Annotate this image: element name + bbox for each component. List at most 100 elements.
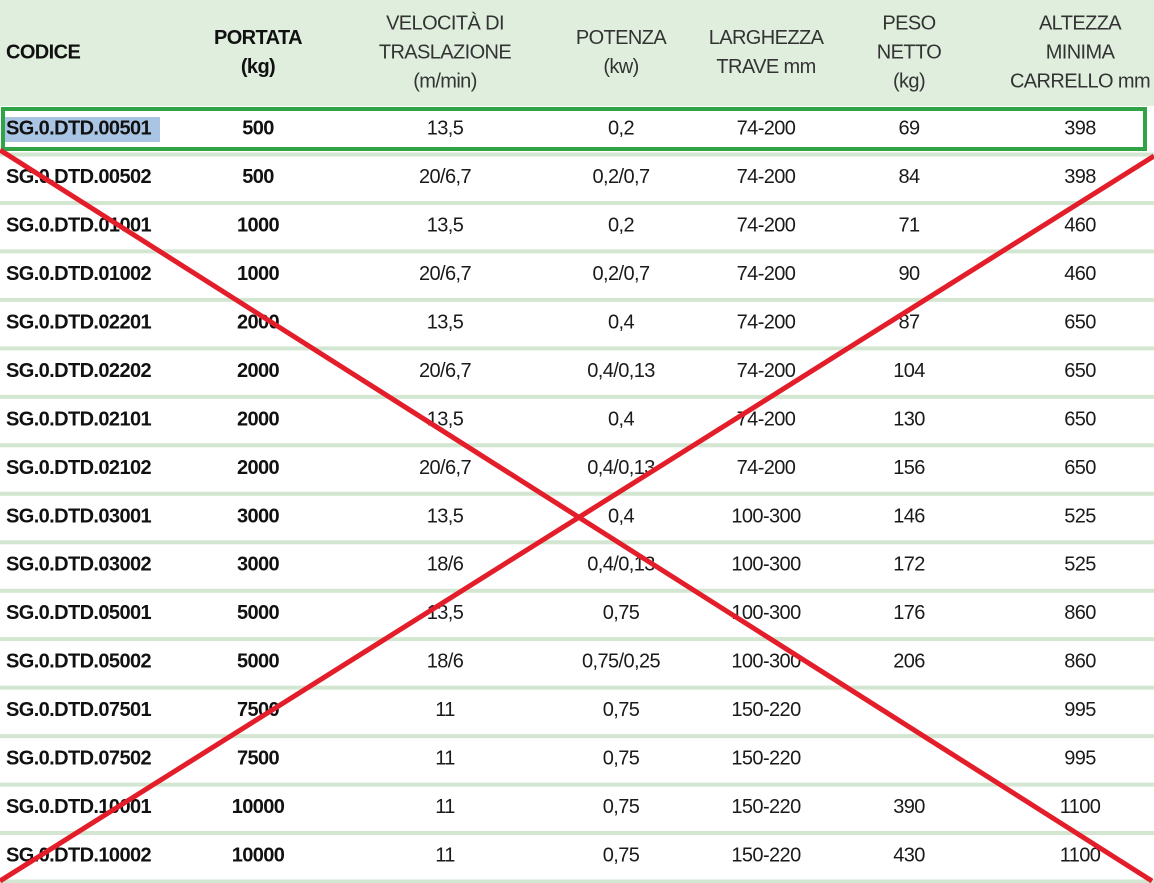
table-cell: 0,75/0,25	[582, 651, 660, 673]
table-cell: 11	[435, 845, 455, 867]
table-cell: SG.0.DTD.01002	[6, 263, 151, 285]
table-cell: 3000	[237, 554, 280, 576]
table-cell: 87	[898, 311, 920, 333]
table-cell: 0,4/0,13	[587, 457, 655, 479]
table-cell: 100-300	[731, 602, 801, 624]
header-cell: TRASLAZIONE	[379, 41, 512, 63]
table-cell: 11	[435, 699, 455, 721]
table-cell: SG.0.DTD.01001	[6, 214, 151, 236]
table-cell: 90	[898, 263, 920, 285]
header-cell: (m/min)	[413, 70, 477, 92]
header-cell: NETTO	[877, 41, 941, 63]
table-cell: 460	[1064, 214, 1096, 236]
table-cell: 995	[1064, 699, 1096, 721]
table-cell: 1000	[237, 214, 280, 236]
table-cell: 150-220	[731, 748, 801, 770]
table-cell: 74-200	[737, 118, 796, 140]
table-cell: SG.0.DTD.02201	[6, 311, 151, 333]
table-cell: 430	[893, 845, 925, 867]
table-cell: 0,4	[608, 408, 634, 430]
table-cell: 74-200	[737, 311, 796, 333]
table-cell: 11	[435, 748, 455, 770]
table-cell: 10000	[232, 796, 285, 818]
cross-line	[0, 147, 1154, 883]
table-cell: 650	[1064, 311, 1096, 333]
table-cell: 20/6,7	[419, 457, 471, 479]
header-background	[0, 0, 1154, 106]
table-cell: 0,4	[608, 311, 634, 333]
table-cell: 176	[893, 602, 925, 624]
table-cell: 74-200	[737, 360, 796, 382]
table-cell: 460	[1064, 263, 1096, 285]
table-cell: 18/6	[427, 554, 464, 576]
table-cell: 1100	[1060, 796, 1101, 818]
table-cell: 2000	[237, 360, 280, 382]
table-cell: 74-200	[737, 166, 796, 188]
table-cell: 0,75	[603, 845, 640, 867]
table-cell: 84	[898, 166, 920, 188]
table-cell: 0,2/0,7	[593, 263, 650, 285]
table-cell: 500	[242, 166, 274, 188]
table-cell: 1100	[1060, 845, 1101, 867]
table-cell: 398	[1064, 118, 1096, 140]
header-cell: (kg)	[893, 70, 925, 92]
table-cell: 2000	[237, 457, 280, 479]
table-cell: SG.0.DTD.03001	[6, 505, 151, 527]
table-cell: 18/6	[427, 651, 464, 673]
table-cell: 146	[893, 505, 925, 527]
table-cell: 69	[898, 118, 920, 140]
table-cell: SG.0.DTD.02102	[6, 457, 151, 479]
table-cell: 100-300	[731, 505, 801, 527]
table-cell: SG.0.DTD.02202	[6, 360, 151, 382]
table-cell: 150-220	[731, 699, 801, 721]
header-cell: PORTATA	[214, 27, 302, 49]
table-cell: 525	[1064, 554, 1096, 576]
header-cell: POTENZA	[576, 27, 668, 49]
table-cell: 74-200	[737, 408, 796, 430]
row-outline	[1, 107, 1147, 151]
table-cell: 860	[1064, 602, 1096, 624]
table-cell: 7500	[237, 748, 280, 770]
header-cell: CARRELLO mm	[1010, 70, 1150, 92]
selection-highlight	[4, 117, 160, 142]
table-cell: 650	[1064, 457, 1096, 479]
table-cell: 860	[1064, 651, 1096, 673]
table-cell: 20/6,7	[419, 166, 471, 188]
table-cell: 2000	[237, 311, 280, 333]
header-cell: VELOCITÀ DI	[386, 11, 504, 34]
table-cell: 156	[893, 457, 925, 479]
table-cell: SG.0.DTD.05001	[6, 602, 151, 624]
table-cell: 100-300	[731, 651, 801, 673]
table-cell: 71	[898, 214, 920, 236]
table-cell: 5000	[237, 651, 280, 673]
table-cell: 20/6,7	[419, 263, 471, 285]
table-cell: 20/6,7	[419, 360, 471, 382]
table-cell: 3000	[237, 505, 280, 527]
table-cell: SG.0.DTD.10002	[6, 845, 151, 867]
table-cell: 13,5	[427, 602, 464, 624]
table-cell: 10000	[232, 845, 285, 867]
table-cell: SG.0.DTD.10001	[6, 796, 151, 818]
table-cell: 0,2	[608, 214, 634, 236]
table-cell: 206	[893, 651, 925, 673]
table-cell: 0,75	[603, 796, 640, 818]
table-cell: SG.0.DTD.03002	[6, 554, 151, 576]
table-cell: 0,2	[608, 118, 634, 140]
table-cell: 0,2/0,7	[593, 166, 650, 188]
table-cell: 150-220	[731, 845, 801, 867]
table-cell: 13,5	[427, 118, 464, 140]
table-cell: 500	[242, 118, 274, 140]
table-cell: 650	[1064, 360, 1096, 382]
table-cell: 1000	[237, 263, 280, 285]
table-cell: 398	[1064, 166, 1096, 188]
table-cell: 5000	[237, 602, 280, 624]
header-cell: TRAVE mm	[716, 56, 815, 78]
header-cell: LARGHEZZA	[709, 27, 825, 49]
table-cell: SG.0.DTD.05002	[6, 651, 151, 673]
table-cell: 100-300	[731, 554, 801, 576]
table-cell: 74-200	[737, 214, 796, 236]
table-cell: 0,75	[603, 748, 640, 770]
table-cell: 0,75	[603, 699, 640, 721]
table-cell: 13,5	[427, 505, 464, 527]
